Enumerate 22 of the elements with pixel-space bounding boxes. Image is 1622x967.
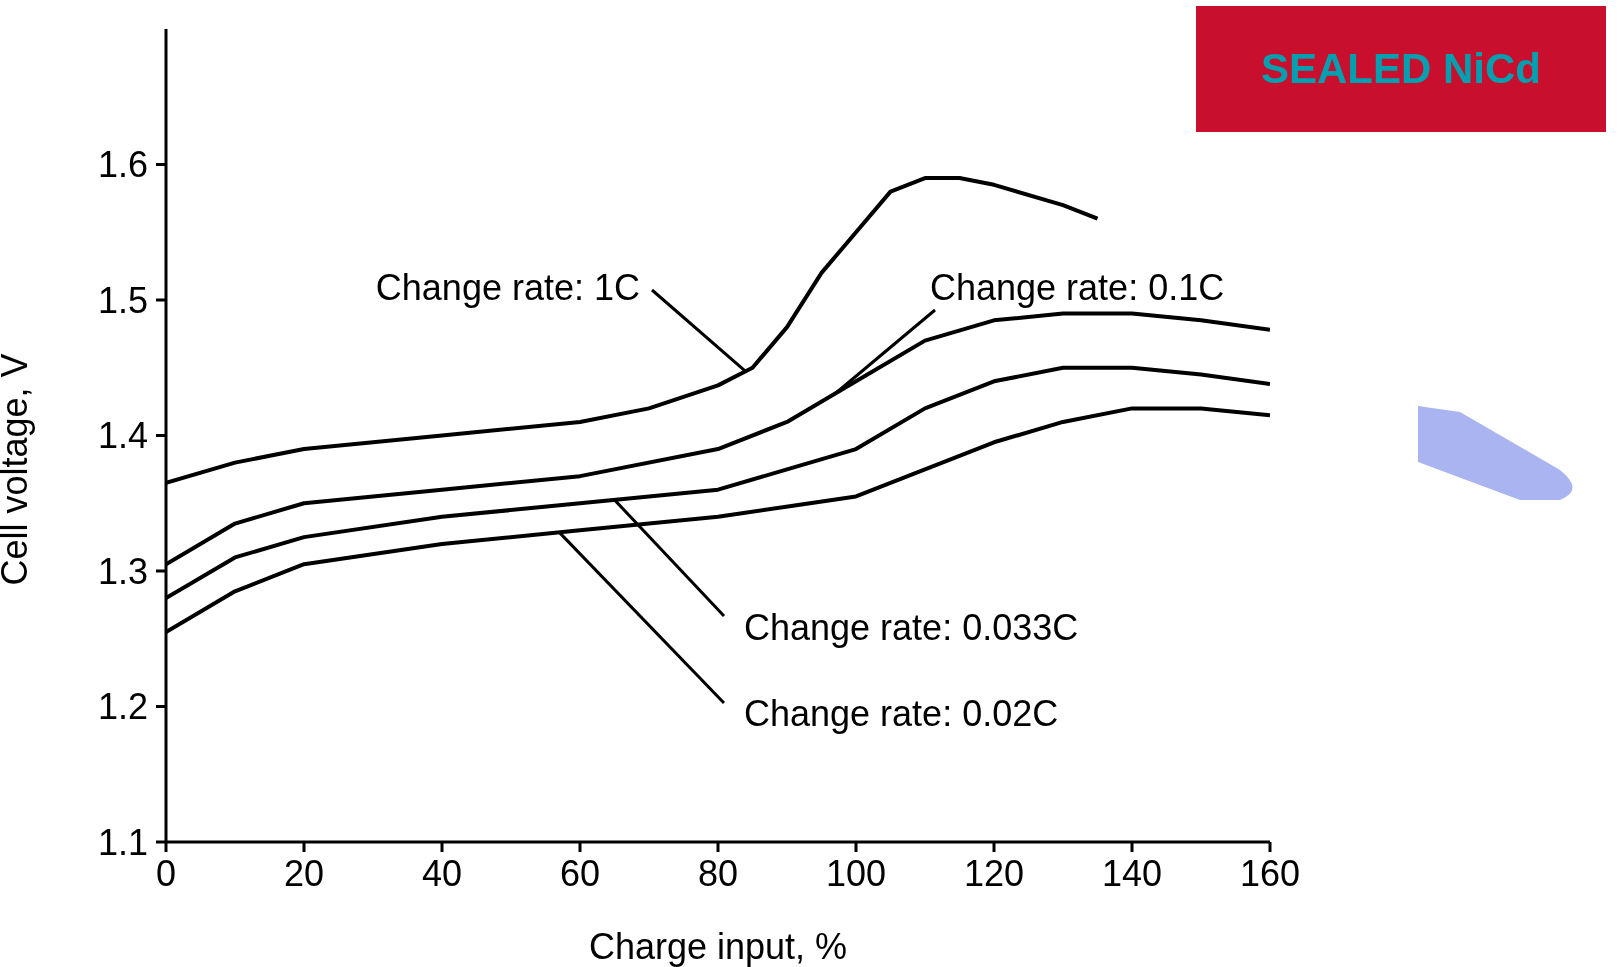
y-tick-label: 1.5	[97, 279, 148, 321]
y-tick-label: 1.1	[97, 821, 148, 863]
text: SEALED NiCd	[1260, 45, 1541, 93]
x-tick-label: 0	[155, 852, 177, 894]
x-tick-label: 20	[283, 852, 325, 894]
x-axis-title: Charge input, %	[588, 926, 848, 967]
x-tick-label: 160	[1239, 852, 1301, 894]
y-tick-label: 1.6	[97, 144, 148, 186]
y-tick-label: 1.2	[97, 686, 148, 728]
y-tick-label: 1.4	[97, 415, 148, 457]
text: Change rate: 1C	[375, 267, 640, 308]
y-axis-title: Cell voltage, V	[0, 353, 35, 586]
x-tick-label: 60	[559, 852, 601, 894]
x-tick-label: 140	[1101, 852, 1163, 894]
y-tick-label: 1.3	[97, 550, 148, 592]
x-tick-label: 40	[421, 852, 463, 894]
text: Change rate: 0.02C	[744, 693, 1059, 734]
x-tick-label: 80	[697, 852, 739, 894]
text: Change rate: 0.033C	[744, 607, 1079, 648]
series-label: Change rate: 0.1C	[930, 267, 1225, 308]
x-tick-label: 100	[825, 852, 887, 894]
x-tick-label: 120	[963, 852, 1025, 894]
